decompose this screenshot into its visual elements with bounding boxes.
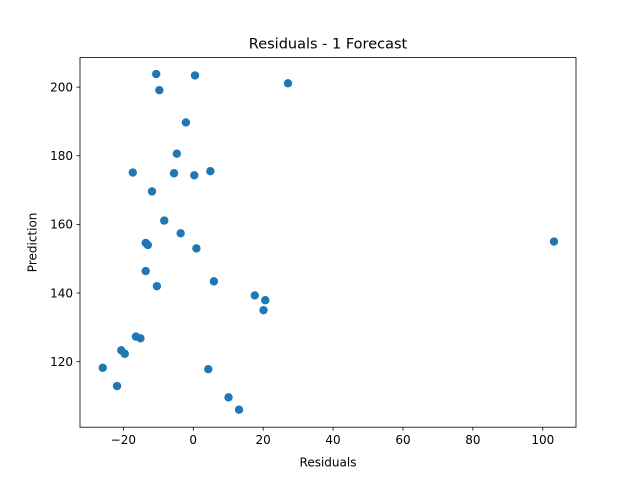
data-point-2 bbox=[190, 71, 200, 80]
x-axis-ticks: −20 0 20 40 60 80 100 bbox=[111, 427, 554, 447]
y-tick-label: 160 bbox=[50, 218, 73, 232]
data-point-19 bbox=[209, 277, 219, 286]
data-point-25 bbox=[136, 334, 145, 343]
data-point-4 bbox=[155, 86, 164, 95]
data-point-1 bbox=[152, 69, 161, 79]
y-axis-title: Prediction bbox=[26, 213, 40, 273]
data-point-18 bbox=[141, 266, 150, 276]
chart-title: Residuals - 1 Forecast bbox=[249, 37, 408, 53]
data-point-5 bbox=[181, 118, 191, 127]
data-point-15 bbox=[143, 240, 153, 250]
data-point-31 bbox=[224, 393, 233, 402]
data-point-9 bbox=[190, 171, 199, 180]
data-point-29 bbox=[204, 365, 213, 374]
data-point-7 bbox=[128, 168, 137, 177]
data-point-20 bbox=[152, 281, 162, 291]
y-tick-label: 200 bbox=[50, 80, 73, 94]
x-axis-title: Residuals bbox=[300, 456, 357, 470]
x-tick-label: 100 bbox=[531, 433, 554, 447]
data-point-12 bbox=[160, 216, 169, 225]
data-point-11 bbox=[147, 187, 157, 196]
y-tick-label: 180 bbox=[50, 149, 73, 163]
data-point-27 bbox=[120, 349, 129, 358]
data-point-6 bbox=[172, 149, 182, 158]
plot-area-frame bbox=[79, 57, 577, 428]
y-axis-ticks: 120 140 160 180 200 bbox=[50, 80, 80, 369]
data-point-3 bbox=[283, 79, 293, 88]
data-point-16 bbox=[192, 244, 201, 253]
data-point-32 bbox=[234, 405, 244, 414]
x-tick-label: 80 bbox=[465, 433, 480, 447]
data-point-23 bbox=[259, 305, 268, 315]
data-point-22 bbox=[261, 296, 270, 305]
x-tick-label: 40 bbox=[325, 433, 340, 447]
data-point-28 bbox=[98, 363, 107, 373]
data-point-10 bbox=[206, 166, 215, 176]
data-point-8 bbox=[169, 169, 179, 178]
data-point-21 bbox=[250, 291, 259, 300]
y-tick-label: 120 bbox=[50, 355, 73, 369]
x-tick-label: −20 bbox=[111, 433, 136, 447]
data-point-30 bbox=[112, 381, 122, 391]
data-point-17 bbox=[549, 237, 559, 246]
data-point-13 bbox=[176, 229, 185, 238]
y-tick-label: 140 bbox=[50, 286, 73, 300]
x-tick-label: 20 bbox=[256, 433, 271, 447]
x-tick-label: 0 bbox=[189, 433, 197, 447]
x-tick-label: 60 bbox=[395, 433, 410, 447]
data-points bbox=[98, 69, 559, 414]
